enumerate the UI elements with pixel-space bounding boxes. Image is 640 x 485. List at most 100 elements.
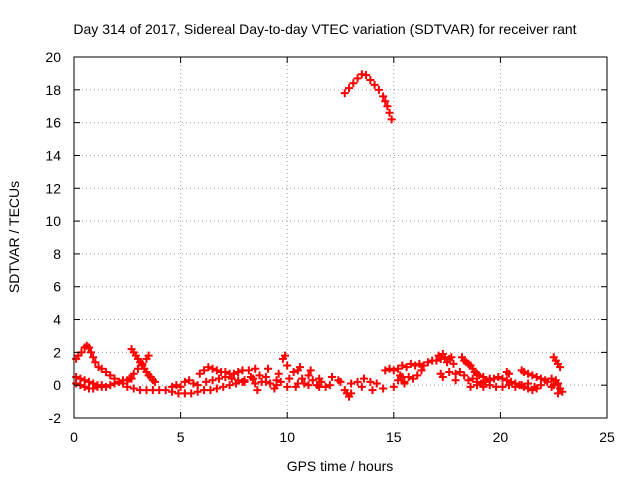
- data-point: [151, 377, 160, 386]
- data-point: [123, 382, 132, 391]
- data-point: [304, 371, 313, 380]
- data-point: [445, 368, 454, 377]
- data-point: [502, 376, 511, 385]
- data-point: [234, 368, 243, 377]
- data-point: [125, 374, 134, 383]
- data-point: [168, 382, 177, 391]
- data-point: [472, 381, 481, 390]
- data-point: [106, 371, 115, 380]
- data-point: [347, 379, 356, 388]
- data-point: [494, 372, 503, 381]
- data-point: [206, 386, 215, 395]
- data-point: [91, 358, 100, 367]
- y-tick-label: 10: [45, 213, 61, 229]
- data-point: [308, 376, 317, 385]
- data-point: [185, 376, 194, 385]
- data-point: [298, 374, 307, 383]
- data-point: [133, 364, 142, 373]
- y-axis-title: SDTVAR / TECUs: [6, 181, 22, 293]
- data-point: [229, 369, 238, 378]
- data-point: [255, 371, 264, 380]
- data-point: [504, 381, 513, 390]
- data-point: [281, 351, 290, 360]
- data-point: [524, 379, 533, 388]
- data-point: [528, 371, 537, 380]
- data-point: [519, 368, 528, 377]
- data-point: [379, 92, 388, 101]
- data-point: [285, 374, 294, 383]
- data-point: [485, 381, 494, 390]
- data-point: [345, 84, 354, 93]
- data-point: [353, 377, 362, 386]
- data-point: [553, 389, 562, 398]
- data-point: [214, 374, 223, 383]
- data-point: [208, 364, 217, 373]
- data-point: [101, 382, 110, 391]
- data-point: [362, 71, 371, 80]
- data-point: [89, 353, 98, 362]
- data-point: [200, 366, 209, 375]
- data-point: [385, 108, 394, 117]
- data-point: [261, 377, 270, 386]
- data-point: [172, 381, 181, 390]
- y-tick-label: 6: [53, 279, 61, 295]
- data-point: [479, 372, 488, 381]
- data-point: [193, 381, 202, 390]
- data-point: [340, 89, 349, 98]
- data-point: [106, 381, 115, 390]
- data-point: [325, 381, 334, 390]
- data-point: [408, 374, 417, 383]
- data-point: [283, 382, 292, 391]
- data-point: [180, 377, 189, 386]
- data-point: [504, 369, 513, 378]
- data-point: [89, 384, 98, 393]
- data-point: [449, 359, 458, 368]
- y-tick-label: 18: [45, 82, 61, 98]
- data-point: [114, 377, 123, 386]
- data-point: [251, 379, 260, 388]
- data-point: [447, 353, 456, 362]
- y-axis-ticks: -2 0 2 4 6 8 10 12 14 16 18 20: [45, 49, 607, 426]
- data-point: [101, 368, 110, 377]
- data-point: [251, 364, 260, 373]
- data-point: [419, 361, 428, 370]
- data-point: [359, 374, 368, 383]
- data-point: [129, 384, 138, 393]
- data-point: [306, 366, 315, 375]
- plot-frame: [73, 56, 608, 419]
- data-point: [195, 369, 204, 378]
- data-point: [383, 102, 392, 111]
- data-point: [72, 379, 81, 388]
- x-axis-ticks: 0 5 10 15 20 25: [70, 57, 615, 445]
- data-point: [304, 381, 313, 390]
- data-point: [498, 382, 507, 391]
- data-point: [475, 371, 484, 380]
- data-point: [432, 356, 441, 365]
- data-point: [208, 376, 217, 385]
- data-point: [556, 363, 565, 372]
- y-tick-label: 0: [53, 377, 61, 393]
- data-point: [227, 374, 236, 383]
- data-point: [415, 359, 424, 368]
- x-axis-title: GPS time / hours: [287, 458, 394, 474]
- x-tick-label: 0: [70, 429, 78, 445]
- data-point: [558, 387, 567, 396]
- data-point: [374, 85, 383, 94]
- data-point: [144, 351, 153, 360]
- data-point: [381, 97, 390, 106]
- data-point: [398, 361, 407, 370]
- data-point: [406, 359, 415, 368]
- y-tick-label: 16: [45, 115, 61, 131]
- data-point: [204, 363, 213, 372]
- data-point: [498, 374, 507, 383]
- data-point: [317, 377, 326, 386]
- data-point: [370, 80, 379, 89]
- data-point: [334, 376, 343, 385]
- data-point: [389, 366, 398, 375]
- data-point: [276, 377, 285, 386]
- data-point: [423, 358, 432, 367]
- x-tick-label: 25: [599, 429, 615, 445]
- y-tick-label: 4: [53, 312, 61, 328]
- y-tick-label: 20: [45, 49, 61, 65]
- data-point: [438, 372, 447, 381]
